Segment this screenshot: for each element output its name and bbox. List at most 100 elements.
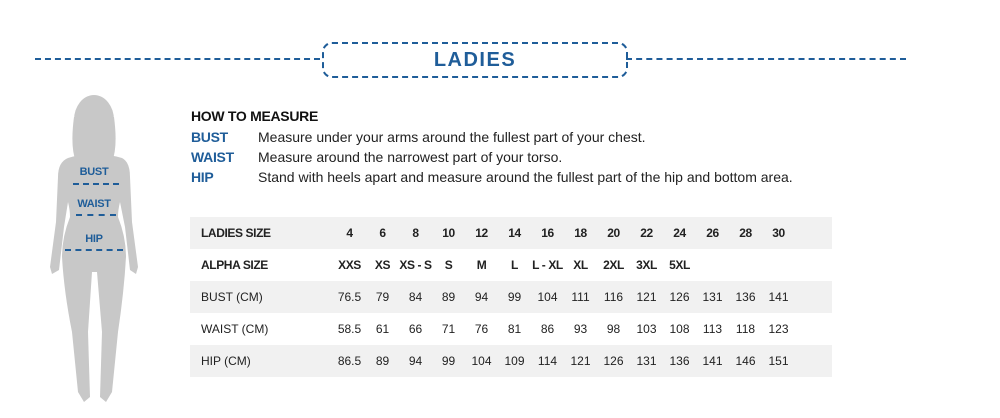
table-cell: 141 xyxy=(762,281,795,313)
table-cell: 81 xyxy=(507,322,522,336)
table-cell: 111 xyxy=(564,281,597,313)
hip-line xyxy=(65,249,123,251)
measure-key: WAIST xyxy=(191,149,234,165)
table-cell xyxy=(729,249,762,281)
table-cell: 2XL xyxy=(603,258,624,272)
table-cell: 126 xyxy=(663,281,696,313)
table-cell: 3XL xyxy=(636,258,657,272)
table-cell: 98 xyxy=(606,322,621,336)
table-cell: M xyxy=(476,258,487,272)
table-cell: 89 xyxy=(366,345,399,377)
table-cell: 10 xyxy=(432,217,465,249)
measure-text: Stand with heels apart and measure aroun… xyxy=(258,169,793,185)
measure-text: Measure around the narrowest part of you… xyxy=(258,149,563,165)
row-label: BUST (CM) xyxy=(190,281,333,313)
table-cell: 93 xyxy=(573,322,588,336)
table-cell: XXS xyxy=(338,258,361,272)
table-cell: 116 xyxy=(597,281,630,313)
table-cell: 118 xyxy=(735,322,756,336)
table-cell: 123 xyxy=(768,322,789,336)
measure-key: HIP xyxy=(191,169,214,185)
table-cell: 86.5 xyxy=(333,345,366,377)
table-cell: 131 xyxy=(696,281,729,313)
table-cell: L xyxy=(511,258,518,272)
table-cell: 4 xyxy=(333,217,366,249)
table-cell: 99 xyxy=(432,345,465,377)
row-label: WAIST (CM) xyxy=(201,322,269,336)
table-cell: 6 xyxy=(366,217,399,249)
table-row: BUST (CM) 76.5 79 84 89 94 99 104 111 116 121 126 13… xyxy=(190,281,832,313)
measure-key: BUST xyxy=(191,129,228,145)
measure-text: Measure under your arms around the fulle… xyxy=(258,129,646,145)
body-silhouette: BUST WAIST HIP xyxy=(40,92,150,412)
row-label: HIP (CM) xyxy=(190,345,333,377)
figure-label-waist: WAIST xyxy=(77,198,111,210)
table-cell: 76.5 xyxy=(333,281,366,313)
divider-right xyxy=(626,58,906,60)
measure-waist: WAIST Measure around the narrowest part … xyxy=(191,147,793,167)
table-cell: 86 xyxy=(540,322,555,336)
table-cell: 113 xyxy=(702,322,723,336)
table-cell: 28 xyxy=(729,217,762,249)
table-cell: 76 xyxy=(474,322,489,336)
table-cell: 151 xyxy=(762,345,795,377)
table-row: HIP (CM) 86.5 89 94 99 104 109 114 121 126 131 136 1… xyxy=(190,345,832,377)
table-cell: 58.5 xyxy=(337,322,362,336)
table-cell: 109 xyxy=(498,345,531,377)
table-pad xyxy=(795,217,832,249)
woman-silhouette-icon xyxy=(50,95,138,402)
figure-label-bust: BUST xyxy=(79,166,109,178)
table-cell: 94 xyxy=(465,281,498,313)
table-cell: 5XL xyxy=(669,258,690,272)
table-row: LADIES SIZE 4 6 8 10 12 14 16 18 20 22 24 26 28 30 xyxy=(190,217,832,249)
row-label: LADIES SIZE xyxy=(190,217,333,249)
measure-bust: BUST Measure under your arms around the … xyxy=(191,127,793,147)
measure-hip: HIP Stand with heels apart and measure a… xyxy=(191,167,793,187)
table-cell: L - XL xyxy=(532,258,563,272)
table-cell xyxy=(696,249,729,281)
table-cell: 12 xyxy=(465,217,498,249)
table-cell: 136 xyxy=(729,281,762,313)
table-cell: 84 xyxy=(399,281,432,313)
table-pad xyxy=(795,281,832,313)
table-pad xyxy=(795,345,832,377)
table-cell: 146 xyxy=(729,345,762,377)
table-cell: 30 xyxy=(762,217,795,249)
section-title: LADIES xyxy=(322,42,628,78)
table-cell: 131 xyxy=(630,345,663,377)
bust-line xyxy=(73,183,119,185)
table-cell: 66 xyxy=(408,322,423,336)
table-cell: 121 xyxy=(564,345,597,377)
table-cell: 104 xyxy=(465,345,498,377)
table-row: WAIST (CM) 58.5 61 66 71 76 81 86 93 98 103 108 113 1… xyxy=(190,313,832,345)
table-cell: 114 xyxy=(531,345,564,377)
table-cell: XS - S xyxy=(399,258,432,272)
table-cell: 16 xyxy=(531,217,564,249)
divider-left xyxy=(35,58,320,60)
table-cell: XS xyxy=(374,258,391,272)
table-cell: 103 xyxy=(636,322,657,336)
size-table: LADIES SIZE 4 6 8 10 12 14 16 18 20 22 24 26 28 30 ALPH… xyxy=(190,217,832,377)
table-cell: 22 xyxy=(630,217,663,249)
table-cell: 99 xyxy=(498,281,531,313)
table-cell: 8 xyxy=(399,217,432,249)
table-cell xyxy=(762,249,795,281)
table-cell: XL xyxy=(573,258,588,272)
table-cell: 26 xyxy=(696,217,729,249)
table-cell: 20 xyxy=(597,217,630,249)
table-cell: 121 xyxy=(630,281,663,313)
table-cell: 24 xyxy=(663,217,696,249)
row-label: ALPHA SIZE xyxy=(201,258,268,272)
table-cell: 61 xyxy=(375,322,390,336)
table-cell: S xyxy=(444,258,453,272)
how-to-measure-heading: HOW TO MEASURE xyxy=(191,108,318,124)
table-cell: 71 xyxy=(441,322,456,336)
table-pad xyxy=(795,313,832,345)
how-to-measure: HOW TO MEASURE BUST Measure under your a… xyxy=(191,108,793,187)
table-cell: 18 xyxy=(564,217,597,249)
table-cell: 89 xyxy=(432,281,465,313)
waist-line xyxy=(76,214,116,216)
table-cell: 79 xyxy=(366,281,399,313)
figure-label-hip: HIP xyxy=(85,233,103,245)
